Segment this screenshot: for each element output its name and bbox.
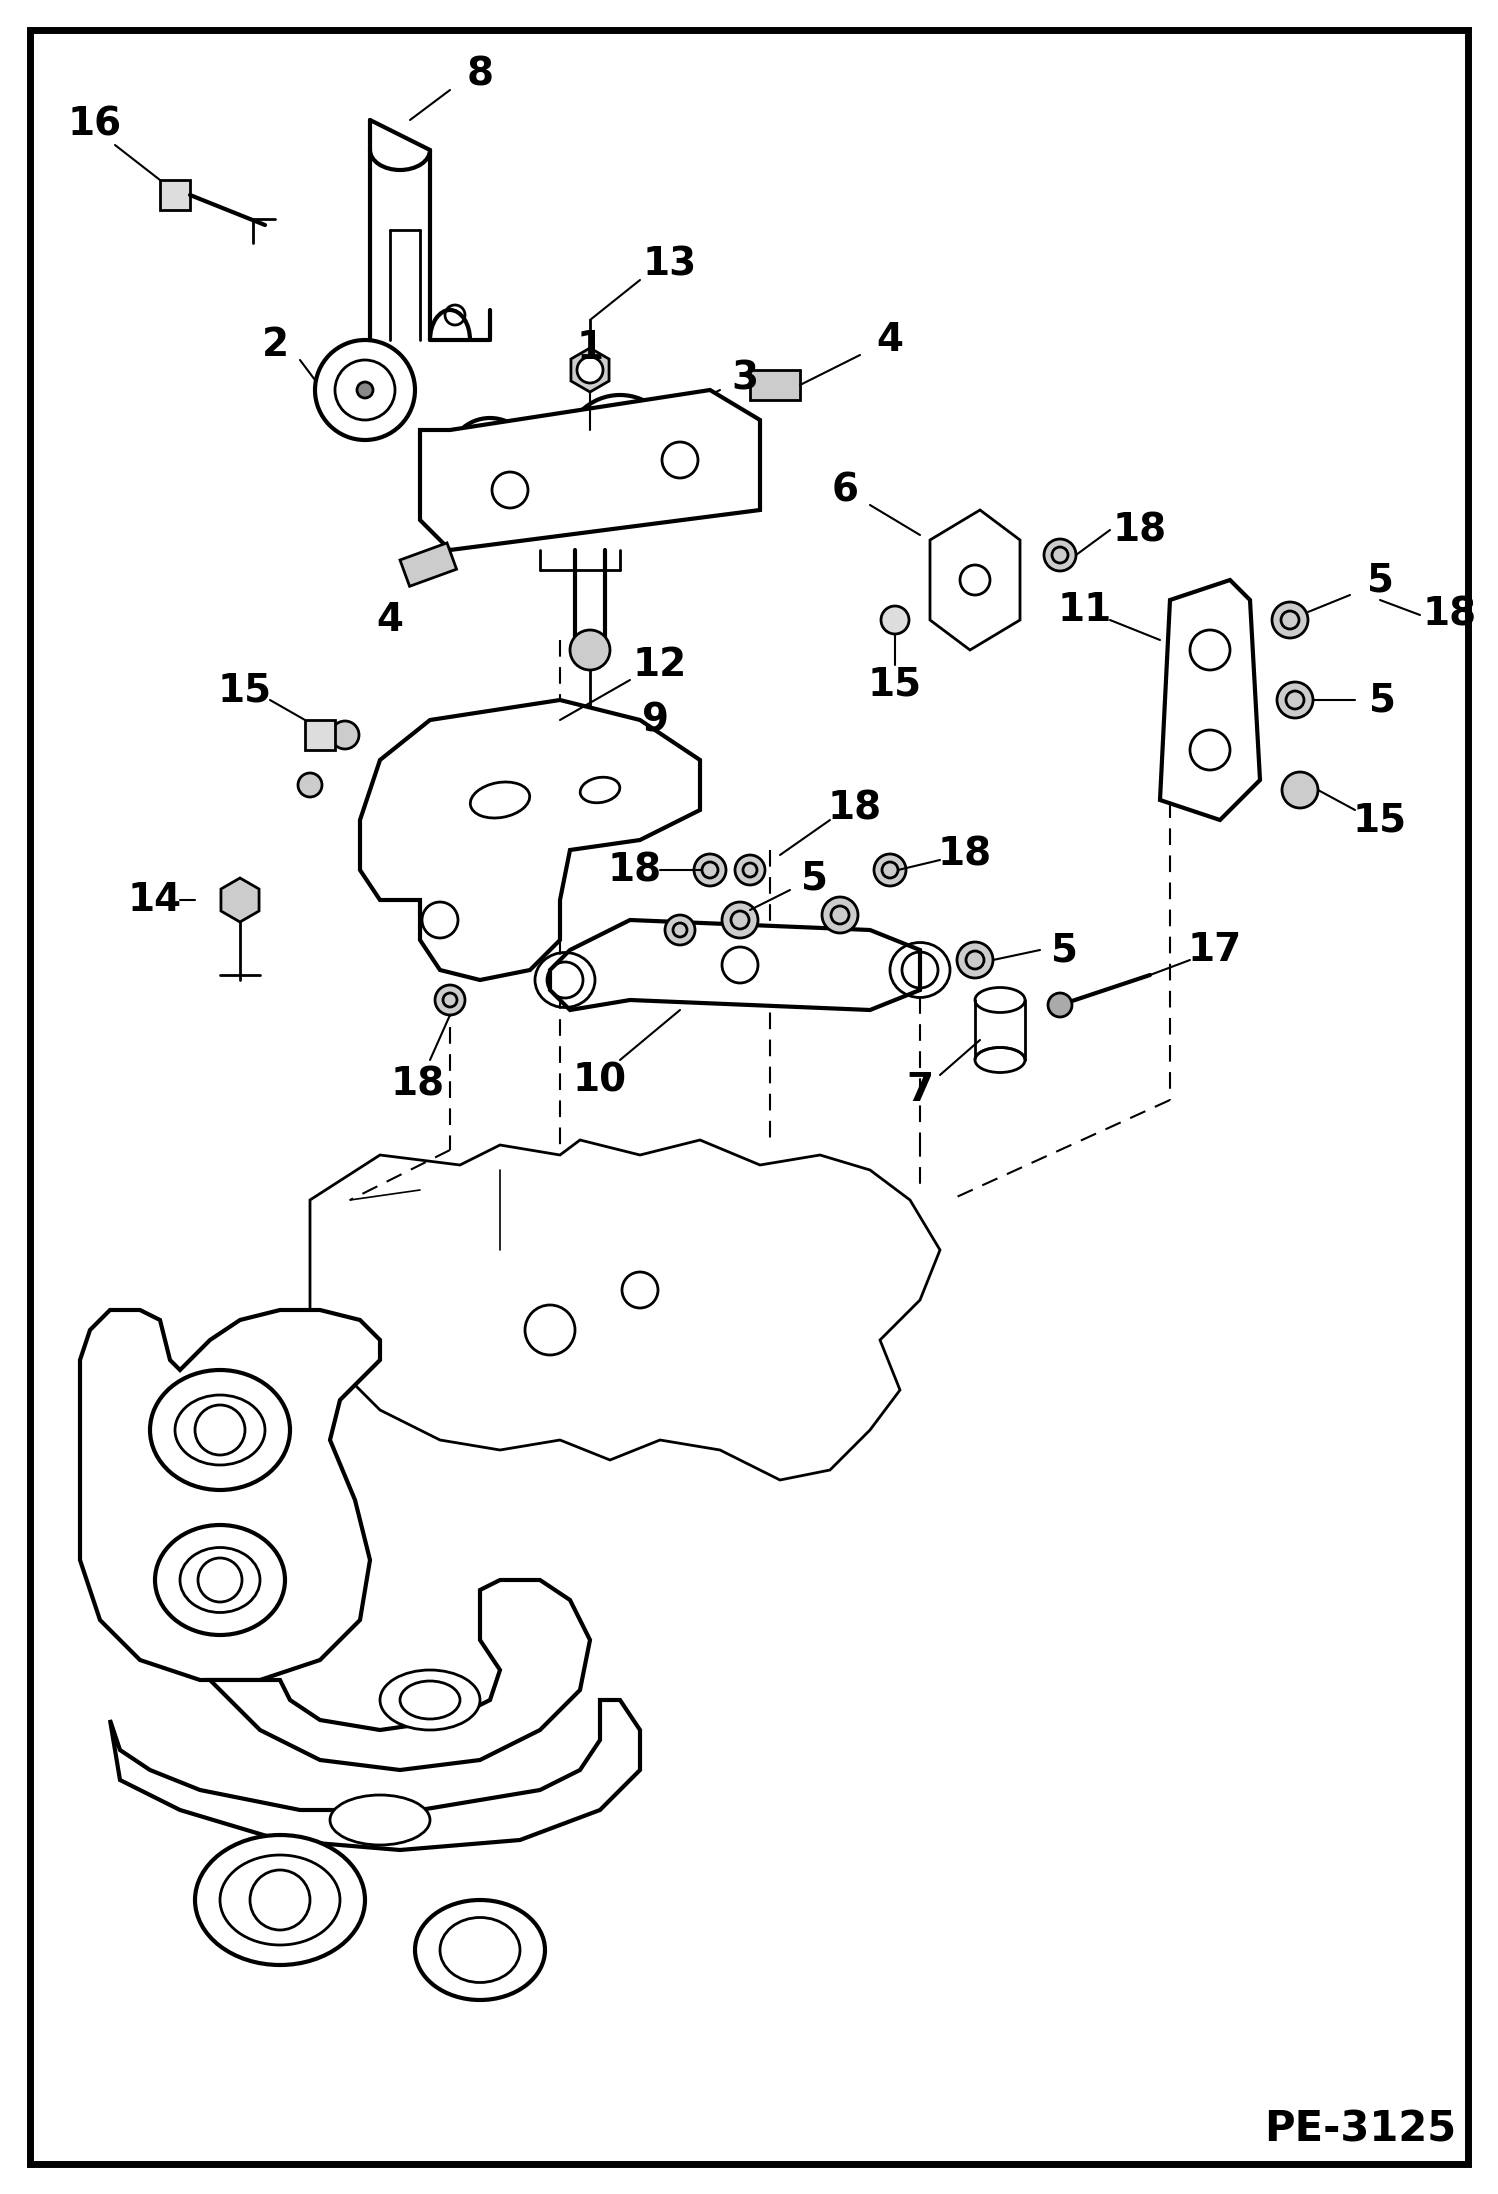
Text: 15: 15 (1353, 801, 1407, 838)
Text: 12: 12 (632, 645, 688, 685)
Polygon shape (419, 391, 759, 551)
Ellipse shape (330, 1795, 430, 1845)
Circle shape (722, 902, 758, 939)
Text: 4: 4 (876, 320, 903, 360)
Polygon shape (109, 1700, 640, 1850)
Text: 9: 9 (641, 702, 668, 739)
Text: 18: 18 (938, 836, 992, 873)
Text: 5: 5 (1052, 930, 1079, 970)
Ellipse shape (180, 1547, 261, 1613)
Polygon shape (930, 509, 1020, 649)
Ellipse shape (380, 1670, 479, 1731)
Text: 15: 15 (867, 667, 923, 704)
Text: 14: 14 (127, 882, 183, 919)
Circle shape (1044, 540, 1076, 570)
Circle shape (315, 340, 415, 441)
Ellipse shape (440, 1918, 520, 1983)
Polygon shape (1159, 579, 1260, 821)
Text: 5: 5 (801, 860, 828, 897)
Polygon shape (571, 349, 610, 393)
Text: 18: 18 (1113, 511, 1167, 548)
Circle shape (434, 985, 464, 1016)
Circle shape (881, 606, 909, 634)
Circle shape (1282, 772, 1318, 807)
Circle shape (1276, 682, 1314, 717)
Circle shape (583, 412, 658, 487)
Bar (750, 371, 800, 399)
Circle shape (873, 853, 906, 886)
Bar (160, 180, 190, 211)
Circle shape (336, 360, 395, 419)
Ellipse shape (150, 1369, 291, 1490)
Circle shape (1049, 994, 1073, 1018)
Ellipse shape (154, 1525, 285, 1635)
Text: 2: 2 (262, 327, 289, 364)
Polygon shape (210, 1580, 590, 1771)
Circle shape (665, 915, 695, 946)
Text: 5: 5 (1366, 562, 1393, 599)
Circle shape (461, 432, 518, 487)
Text: 1: 1 (577, 329, 604, 366)
Polygon shape (550, 919, 920, 1009)
Text: 8: 8 (466, 57, 493, 94)
Circle shape (331, 722, 360, 748)
Circle shape (571, 630, 610, 669)
Ellipse shape (975, 1047, 1025, 1073)
Circle shape (694, 853, 727, 886)
Text: 3: 3 (731, 360, 758, 397)
Circle shape (957, 941, 993, 979)
Ellipse shape (220, 1854, 340, 1946)
Circle shape (448, 419, 532, 502)
Text: 7: 7 (906, 1071, 933, 1108)
Text: 5: 5 (1369, 680, 1396, 720)
Circle shape (736, 856, 765, 884)
Text: 18: 18 (1423, 597, 1477, 634)
Ellipse shape (415, 1900, 545, 2001)
Text: 4: 4 (376, 601, 403, 638)
Ellipse shape (975, 987, 1025, 1011)
Polygon shape (360, 700, 700, 981)
Bar (306, 720, 336, 750)
Text: 18: 18 (828, 790, 882, 827)
Circle shape (577, 358, 604, 384)
Text: 6: 6 (831, 472, 858, 509)
Circle shape (822, 897, 858, 932)
Text: 18: 18 (608, 851, 662, 889)
Text: 13: 13 (643, 246, 697, 283)
Text: PE-3125: PE-3125 (1264, 2108, 1456, 2150)
Circle shape (357, 382, 373, 397)
Text: 11: 11 (1058, 590, 1112, 630)
Text: 18: 18 (391, 1066, 445, 1104)
Ellipse shape (195, 1834, 366, 1966)
Polygon shape (310, 1141, 941, 1481)
Polygon shape (79, 1310, 380, 1681)
Polygon shape (220, 878, 259, 921)
Ellipse shape (400, 1681, 460, 1720)
Text: 15: 15 (217, 671, 273, 709)
Circle shape (1272, 601, 1308, 638)
Circle shape (298, 772, 322, 796)
Text: 17: 17 (1188, 930, 1242, 970)
Text: 16: 16 (67, 105, 121, 145)
Bar (400, 542, 457, 586)
Circle shape (565, 395, 676, 505)
Ellipse shape (175, 1395, 265, 1466)
Text: 10: 10 (572, 1062, 628, 1099)
